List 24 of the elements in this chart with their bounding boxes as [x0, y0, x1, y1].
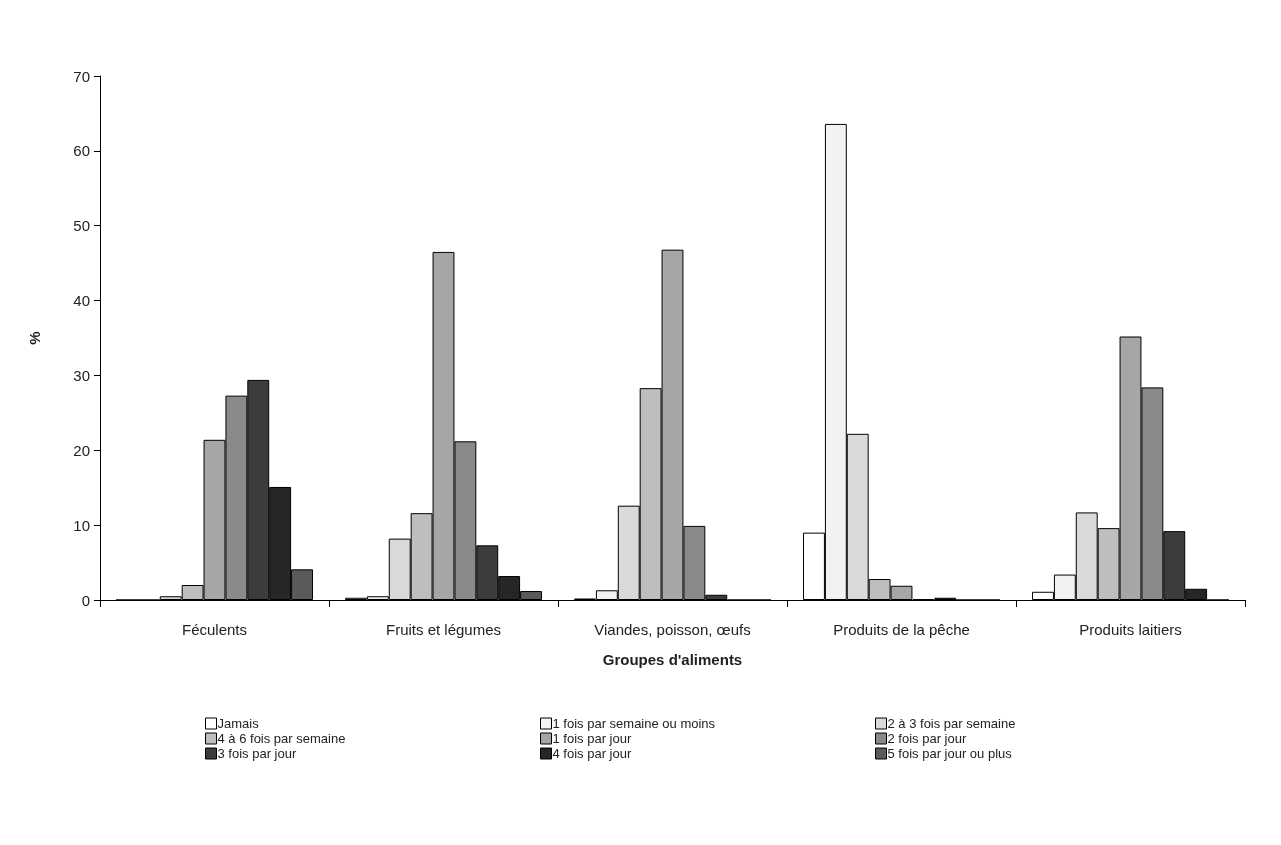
- y-tick-label: 60: [73, 142, 90, 160]
- y-tick-label: 70: [73, 67, 90, 85]
- x-tick-label: Produits laitiers: [1079, 621, 1182, 638]
- x-tick-label: Viandes, poisson, œufs: [594, 621, 751, 638]
- legend-label: 3 fois par jour: [217, 746, 297, 761]
- x-tick-label: Produits de la pêche: [833, 621, 970, 638]
- legend-label: 4 à 6 fois par semaine: [217, 731, 346, 746]
- y-tick-label: 30: [73, 366, 90, 384]
- legend-label: 2 à 3 fois par semaine: [887, 716, 1016, 731]
- y-tick-label: 40: [73, 292, 90, 310]
- y-tick-label: 0: [81, 591, 90, 609]
- y-tick-label: 50: [73, 217, 90, 235]
- x-tick-label: Féculents: [181, 621, 248, 638]
- legend-label: 1 fois par semaine ou moins: [552, 716, 716, 731]
- legend-label: 2 fois par jour: [887, 731, 967, 746]
- y-tick-label: 20: [73, 441, 90, 459]
- x-tick-label: Fruits et légumes: [385, 621, 502, 638]
- y-tick-label: 10: [73, 516, 90, 534]
- legend-label: 5 fois par jour ou plus: [887, 746, 1013, 761]
- legend-label: 4 fois par jour: [552, 746, 632, 761]
- legend-label: 1 fois par jour: [552, 731, 632, 746]
- y-axis-title: %: [26, 331, 43, 345]
- legend-label: Jamais: [217, 716, 260, 731]
- x-axis-title: Groupes d'aliments: [602, 651, 743, 668]
